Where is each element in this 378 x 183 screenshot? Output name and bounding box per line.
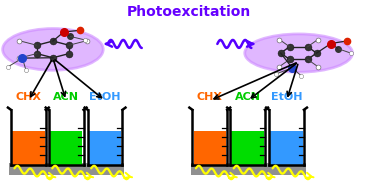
Text: EtOH: EtOH [89,92,121,102]
Bar [9,163,124,175]
Text: Photoexcitation: Photoexcitation [127,5,251,19]
Bar [50,131,82,165]
Ellipse shape [245,34,352,72]
Bar [12,131,45,165]
Bar [89,131,121,165]
Text: CHX: CHX [197,92,223,102]
Text: CHX: CHX [15,92,41,102]
Ellipse shape [3,29,103,70]
Bar [270,131,303,165]
Text: ACN: ACN [53,92,79,102]
Text: ACN: ACN [235,92,260,102]
Bar [231,131,264,165]
Bar [191,163,306,175]
Bar [194,131,226,165]
Text: EtOH: EtOH [271,92,302,102]
